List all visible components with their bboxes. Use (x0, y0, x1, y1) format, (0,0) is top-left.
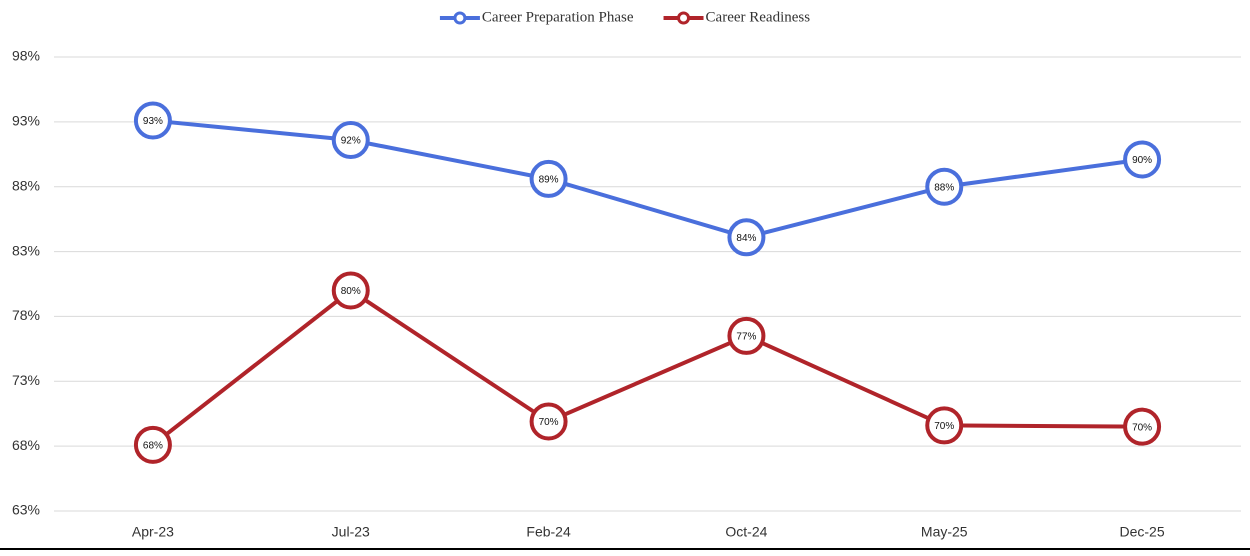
x-tick-label: Feb-24 (526, 524, 571, 540)
x-tick-label: Dec-25 (1120, 524, 1165, 540)
y-tick-label: 68% (12, 437, 40, 453)
data-label: 92% (341, 136, 361, 147)
data-label: 93% (143, 116, 163, 127)
data-label: 70% (1132, 422, 1152, 433)
point-marker (925, 167, 964, 206)
data-label: 70% (539, 417, 559, 428)
point-marker (133, 101, 172, 140)
data-label: 90% (1132, 155, 1152, 166)
y-tick-label: 78% (12, 307, 40, 323)
x-tick-label: Jul-23 (332, 524, 370, 540)
y-tick-label: 83% (12, 242, 40, 258)
legend-label: Career Preparation Phase (482, 9, 634, 25)
x-tick-label: Oct-24 (725, 524, 767, 540)
x-tick-label: Apr-23 (132, 524, 174, 540)
point-marker (1123, 140, 1162, 179)
data-label: 88% (934, 182, 954, 193)
series-line (151, 288, 1143, 447)
x-tick-label: May-25 (921, 524, 968, 540)
data-label: 84% (736, 233, 756, 244)
point-marker (331, 271, 370, 310)
series-line (152, 118, 1143, 240)
y-tick-label: 98% (12, 48, 40, 64)
legend-marker (677, 11, 691, 25)
point-marker (925, 406, 964, 445)
point-marker (727, 316, 766, 355)
legend-marker (453, 11, 467, 25)
y-tick-label: 93% (12, 113, 40, 129)
y-tick-label: 63% (12, 502, 40, 518)
point-marker (1123, 407, 1162, 446)
legend-label: Career Readiness (706, 9, 811, 25)
point-marker (133, 425, 172, 464)
point-marker (529, 159, 568, 198)
data-label: 80% (341, 286, 361, 297)
y-tick-label: 88% (12, 177, 40, 193)
point-marker (529, 402, 568, 441)
y-tick-label: 73% (12, 372, 40, 388)
point-marker (331, 121, 370, 160)
data-label: 89% (539, 175, 559, 186)
data-label: 70% (934, 421, 954, 432)
data-label: 77% (736, 332, 756, 343)
data-label: 68% (143, 440, 163, 451)
point-marker (727, 218, 766, 257)
